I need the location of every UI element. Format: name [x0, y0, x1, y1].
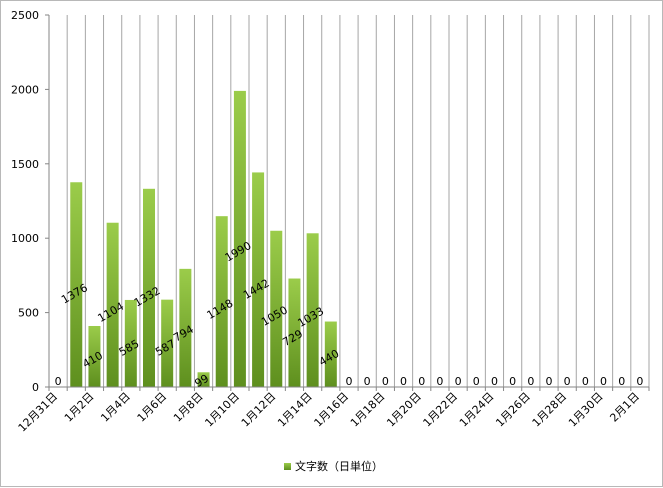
data-label: 0	[600, 375, 607, 388]
legend: 文字数（日単位）	[284, 458, 383, 474]
x-tick-label: 1月30日	[566, 390, 606, 430]
bar-layer	[70, 90, 337, 387]
bar	[124, 299, 137, 387]
x-tick-label: 1月4日	[98, 390, 133, 425]
data-label: 0	[473, 375, 480, 388]
data-label: 0	[346, 375, 353, 388]
data-label: 0	[564, 375, 571, 388]
x-tick-label: 1月10日	[202, 390, 242, 430]
data-label: 0	[509, 375, 516, 388]
y-tick-label: 1500	[11, 158, 39, 171]
bar	[270, 230, 283, 387]
y-tick-label: 0	[32, 381, 39, 394]
x-tick-label: 1月26日	[493, 390, 533, 430]
x-tick-label: 1月14日	[275, 390, 315, 430]
bar	[324, 321, 337, 387]
legend-swatch	[284, 462, 291, 470]
x-tick-label: 12月31日	[16, 390, 61, 435]
x-tick-label: 1月20日	[384, 390, 424, 430]
data-label: 0	[55, 375, 62, 388]
data-label: 0	[546, 375, 553, 388]
y-tick-label: 1000	[11, 232, 39, 245]
x-tick-label: 1月24日	[457, 390, 497, 430]
data-label: 0	[400, 375, 407, 388]
legend-label: 文字数（日単位）	[295, 460, 383, 473]
data-label: 0	[364, 375, 371, 388]
x-tick-label: 1月12日	[239, 390, 279, 430]
bar	[252, 172, 265, 387]
bar	[143, 188, 155, 387]
y-tick-label: 2000	[11, 83, 39, 96]
data-label: 0	[491, 375, 498, 388]
x-tick-label: 1月22日	[421, 390, 461, 430]
y-tick-label: 500	[18, 307, 39, 320]
bar	[306, 233, 319, 387]
bar	[215, 216, 228, 387]
data-label: 0	[582, 375, 589, 388]
data-label: 0	[636, 375, 643, 388]
bar	[197, 372, 210, 387]
bar	[106, 222, 119, 387]
axis-layer	[45, 14, 650, 391]
x-tick-label: 1月8日	[171, 390, 206, 425]
x-tick-label: 1月18日	[348, 390, 388, 430]
bar	[161, 299, 174, 387]
bar	[70, 182, 83, 387]
x-tick-label: 2月1日	[607, 390, 642, 425]
bar	[288, 278, 301, 387]
grid-layer	[66, 15, 650, 387]
data-label: 99	[192, 372, 211, 390]
x-tick-label: 1月28日	[530, 390, 570, 430]
x-tick-label: 1月2日	[62, 390, 97, 425]
bar	[88, 325, 101, 387]
x-tick-label: 1月6日	[135, 390, 170, 425]
y-tick-label: 2500	[11, 9, 39, 22]
x-tick-label: 1月16日	[312, 390, 352, 430]
data-label: 0	[455, 375, 462, 388]
data-label: 0	[618, 375, 625, 388]
data-label: 0	[436, 375, 443, 388]
bar	[233, 90, 246, 387]
data-label: 0	[382, 375, 389, 388]
bar	[179, 268, 192, 387]
data-label: 0	[418, 375, 425, 388]
data-label: 0	[527, 375, 534, 388]
